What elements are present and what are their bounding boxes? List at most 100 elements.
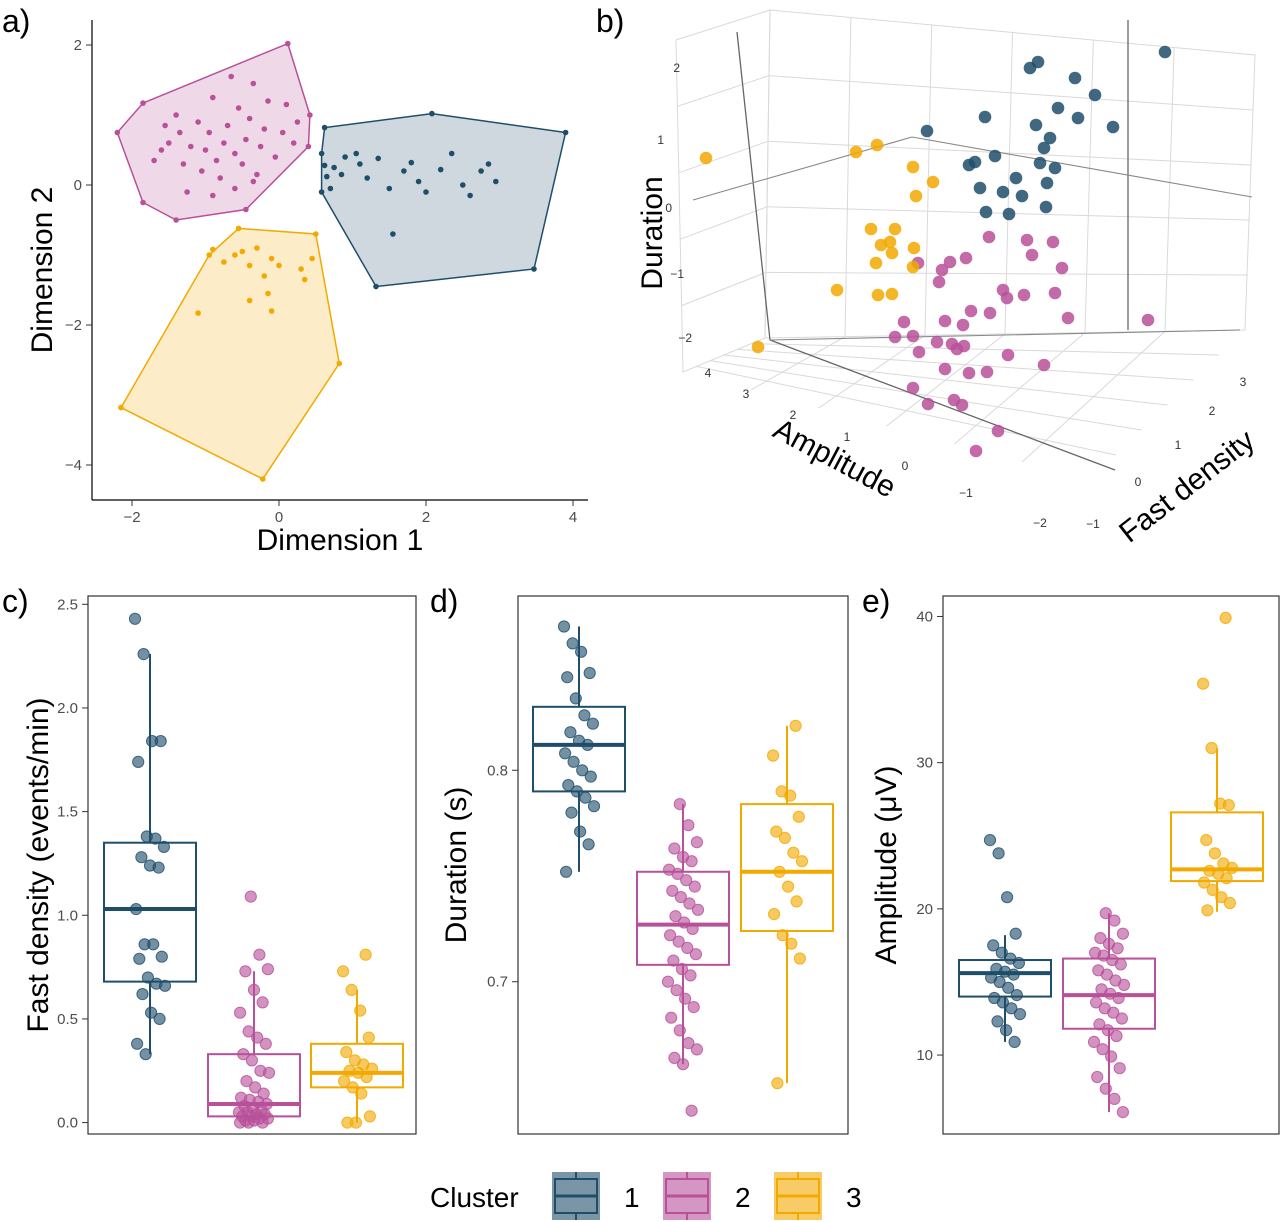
point-cluster-2: [206, 129, 212, 136]
point-3d-cluster-1: [996, 185, 1010, 199]
point-3d-cluster-1: [1031, 55, 1045, 69]
tick-label-duration: −1: [670, 267, 684, 281]
axis-fastdensity-3d: [769, 329, 1241, 341]
jitter-point-cluster-1: [1012, 956, 1026, 970]
jitter-point-cluster-1: [1009, 927, 1022, 940]
point-cluster-2: [184, 189, 190, 195]
point-cluster-2: [294, 119, 301, 125]
panel-frame-c: [87, 595, 417, 1135]
point-3d-cluster-2: [991, 424, 1005, 438]
jitter-point-cluster-1: [562, 779, 575, 792]
point-cluster-3: [239, 248, 246, 255]
jitter-point-cluster-1: [147, 938, 160, 951]
point-3d-cluster-2: [1061, 311, 1075, 325]
point-cluster-2: [114, 129, 121, 136]
tick-label-amplitude: 1: [844, 430, 851, 444]
jitter-point-cluster-2: [675, 962, 689, 976]
point-cluster-1: [324, 173, 330, 180]
jitter-point-cluster-3: [345, 983, 358, 997]
jitter-point-cluster-2: [685, 855, 698, 868]
jitter-point-cluster-2: [683, 897, 696, 910]
point-cluster-1: [415, 178, 422, 185]
point-3d-cluster-2: [1055, 261, 1069, 275]
box-cluster-3: [740, 803, 834, 932]
jitter-point-cluster-2: [667, 954, 680, 967]
grid-line-3d: [681, 271, 767, 307]
point-cluster-2: [210, 192, 216, 199]
point-3d-cluster-2: [1141, 313, 1155, 327]
point-3d-cluster-2: [930, 335, 944, 349]
point-3d-cluster-1: [1048, 161, 1062, 175]
jitter-point-cluster-3: [349, 1116, 362, 1129]
jitter-point-cluster-1: [139, 1048, 152, 1061]
point-3d-cluster-3: [885, 246, 899, 260]
point-3d-cluster-2: [1017, 288, 1031, 302]
jitter-point-cluster-1: [567, 755, 580, 768]
jitter-point-cluster-3: [1206, 883, 1219, 897]
y-tick-label-a: 2: [74, 37, 82, 54]
point-cluster-2: [243, 206, 249, 213]
point-3d-cluster-3: [699, 151, 713, 165]
jitter-point-cluster-2: [1116, 1106, 1130, 1119]
point-cluster-3: [313, 231, 319, 237]
jitter-point-cluster-2: [681, 941, 694, 955]
point-cluster-1: [485, 161, 492, 167]
point-cluster-2: [180, 161, 187, 167]
jitter-point-cluster-1: [559, 747, 572, 760]
point-3d-cluster-1: [1002, 207, 1016, 221]
jitter-point-cluster-2: [259, 1037, 272, 1050]
tick-label-fast-density: 1: [1175, 438, 1182, 452]
point-cluster-2: [254, 171, 260, 178]
jitter-point-cluster-2: [688, 880, 701, 893]
point-cluster-2: [307, 112, 313, 118]
point-cluster-3: [221, 259, 227, 265]
y-tick-label-a: −4: [65, 457, 82, 474]
point-cluster-2: [265, 98, 271, 104]
point-cluster-2: [213, 157, 220, 164]
y-tick-label-d: 0.8: [487, 762, 508, 779]
point-cluster-1: [331, 164, 337, 171]
grid-line-3d: [751, 343, 1220, 356]
point-3d-cluster-2: [943, 255, 957, 269]
point-3d-cluster-2: [1001, 348, 1015, 362]
jitter-point-cluster-2: [256, 1116, 269, 1129]
jitter-point-cluster-3: [1220, 872, 1233, 885]
point-cluster-3: [301, 276, 308, 283]
point-3d-cluster-3: [888, 222, 902, 236]
point-cluster-3: [195, 310, 201, 316]
jitter-point-cluster-1: [133, 952, 146, 965]
point-3d-cluster-2: [938, 314, 952, 328]
point-cluster-2: [235, 105, 242, 111]
point-cluster-1: [342, 154, 348, 160]
jitter-point-cluster-2: [261, 963, 274, 976]
jitter-point-cluster-2: [249, 1081, 262, 1094]
jitter-point-cluster-1: [574, 825, 587, 838]
jitter-point-cluster-3: [776, 929, 789, 942]
jitter-point-cluster-1: [136, 988, 149, 1001]
jitter-point-cluster-3: [771, 1077, 784, 1090]
jitter-point-cluster-2: [239, 965, 252, 978]
jitter-point-cluster-1: [1002, 981, 1015, 994]
axis-duration-3d: [736, 31, 771, 341]
point-cluster-2: [250, 80, 257, 87]
jitter-point-cluster-3: [1219, 611, 1232, 625]
point-cluster-2: [232, 185, 238, 192]
tick-label-fast-density: 0: [1135, 475, 1142, 489]
jitter-point-cluster-2: [256, 996, 269, 1009]
grid-line-3d: [1084, 39, 1094, 333]
jitter-point-cluster-2: [1091, 1070, 1104, 1084]
axis-title-duration: Duration: [636, 176, 669, 289]
point-3d-cluster-2: [962, 366, 976, 380]
point-3d-cluster-2: [912, 345, 926, 359]
point-cluster-3: [268, 308, 275, 314]
point-3d-cluster-1: [978, 110, 992, 124]
jitter-point-cluster-2: [244, 890, 257, 903]
point-3d-cluster-1: [1088, 88, 1102, 102]
jitter-point-cluster-2: [1115, 1012, 1129, 1025]
point-3d-cluster-2: [964, 304, 978, 318]
jitter-point-cluster-2: [669, 910, 682, 923]
jitter-point-cluster-1: [582, 838, 595, 851]
panel-b-3d-scatter: b) Duration Amplitude Fast density 210−1…: [596, 3, 1261, 549]
jitter-point-cluster-1: [157, 840, 170, 854]
panel-frame-d: [517, 595, 849, 1135]
